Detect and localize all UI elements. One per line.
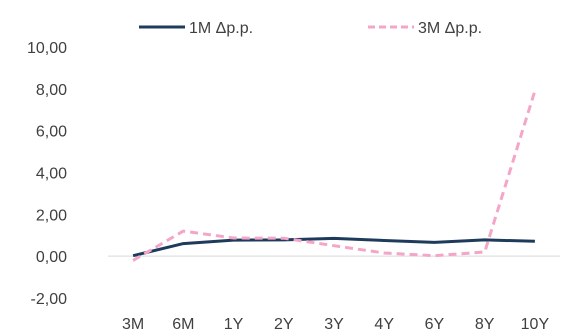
legend-label-3m: 3M Δp.p.	[418, 20, 482, 37]
legend-item-1m: 1M Δp.p.	[139, 20, 253, 37]
x-tick-label: 8Y	[475, 316, 495, 333]
y-tick-label: -2,00	[31, 291, 68, 308]
x-tick-label: 6M	[172, 316, 194, 333]
x-tick-label: 1Y	[224, 316, 244, 333]
x-tick-label: 6Y	[425, 316, 445, 333]
y-tick-label: 0,00	[36, 249, 67, 266]
legend: 1M Δp.p. 3M Δp.p.	[139, 20, 482, 37]
y-tick-label: 2,00	[36, 207, 67, 224]
series-lines	[132, 90, 537, 262]
y-axis-labels: -2,00 0,00 2,00 4,00 6,00 8,00 10,00	[27, 40, 67, 308]
x-tick-label: 3Y	[324, 316, 344, 333]
series-line-3m	[132, 90, 537, 262]
x-tick-label: 2Y	[274, 316, 294, 333]
legend-label-1m: 1M Δp.p.	[189, 20, 253, 37]
x-tick-label: 4Y	[374, 316, 394, 333]
y-tick-label: 10,00	[27, 40, 67, 57]
x-tick-label: 10Y	[521, 316, 550, 333]
x-axis-labels: 3M 6M 1Y 2Y 3Y 4Y 6Y 8Y 10Y	[122, 316, 549, 333]
y-tick-label: 4,00	[36, 166, 67, 183]
legend-item-3m: 3M Δp.p.	[368, 20, 482, 37]
series-line-1m	[132, 236, 535, 258]
y-tick-label: 6,00	[36, 124, 67, 141]
x-tick-label: 3M	[122, 316, 144, 333]
y-tick-label: 8,00	[36, 82, 67, 99]
